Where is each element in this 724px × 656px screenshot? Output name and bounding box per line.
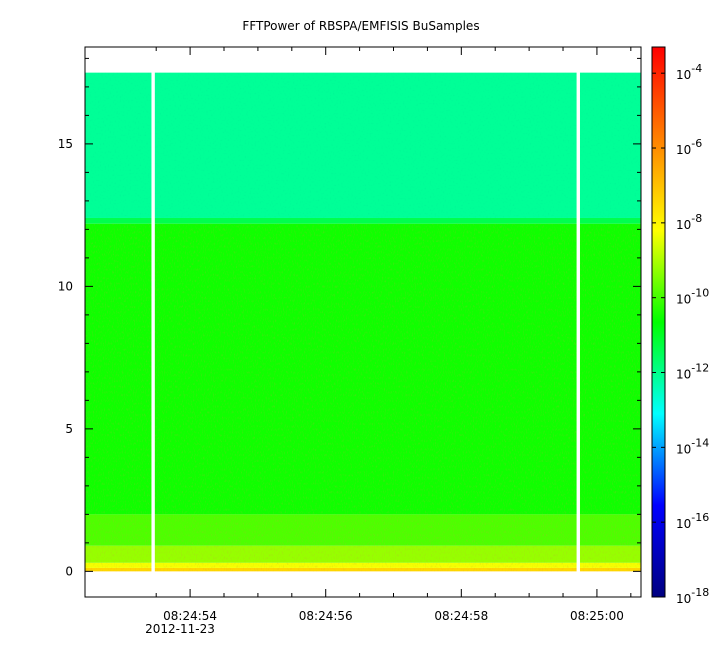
colorbar-tick-label: 10-16 — [676, 511, 709, 531]
spectrogram-texture-high — [85, 72, 641, 218]
colorbar-tick-label: 10-8 — [676, 212, 702, 232]
colorbar-tick-label: 10-12 — [676, 362, 709, 382]
x-tick-label: 08:24:56 — [299, 609, 353, 623]
colorbar-tick-label: 10-4 — [676, 62, 702, 82]
spectrogram-texture-low — [85, 223, 641, 572]
data-gap-0 — [151, 72, 155, 572]
plot-frame — [84, 46, 642, 598]
y-axis: 0 5 10 15 — [58, 57, 641, 578]
x-tick-label: 08:24:58 — [434, 609, 488, 623]
colorbar-scale — [651, 46, 666, 598]
y-tick-label: 5 — [65, 422, 73, 436]
colorbar-tick-label: 10-14 — [676, 436, 709, 456]
spectrogram-band-5 — [85, 217, 641, 224]
colorbar-tick-label: 10-6 — [676, 137, 702, 157]
y-tick-label: 0 — [65, 564, 73, 578]
colorbar-tick-label: 10-18 — [676, 586, 709, 606]
x-date-label: 2012-11-23 — [145, 622, 215, 636]
plot-area — [85, 72, 641, 572]
x-tick-label: 08:25:00 — [570, 609, 624, 623]
y-tick-label: 15 — [58, 137, 73, 151]
x-axis: 08:24:54 08:24:56 08:24:58 08:25:00 — [155, 47, 632, 623]
x-tick-label: 08:24:54 — [163, 609, 217, 623]
colorbar-tick-label: 10-10 — [676, 287, 709, 307]
y-tick-label: 10 — [58, 279, 73, 293]
data-gap-1 — [576, 72, 580, 572]
colorbar: 10-4 10-6 10-8 10-10 10-12 10-14 10-16 10-18 — [651, 46, 709, 606]
chart-title: FFTPower of RBSPA/EMFISIS BuSamples — [242, 19, 479, 33]
